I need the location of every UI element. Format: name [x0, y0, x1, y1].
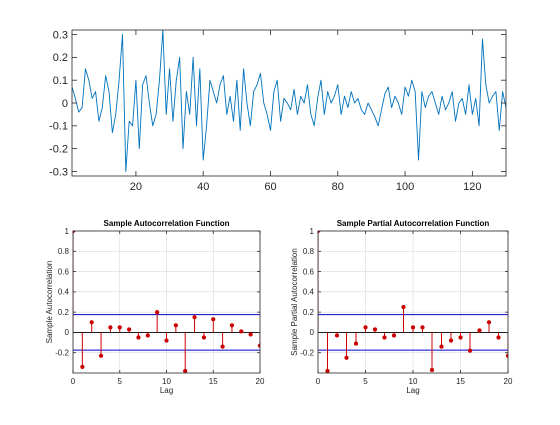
x-tick-label: 100 [396, 181, 414, 193]
stem-marker [192, 315, 197, 320]
y-tick-label: 0 [62, 98, 68, 110]
chart-panel-2: 0 5 10 15 20 -0.2 0 0.2 0.4 0.6 0.8 1 Sample Autocor… [45, 219, 265, 395]
x-tick-label: 60 [264, 181, 276, 193]
stem-marker [145, 333, 150, 338]
stem-marker [257, 343, 260, 348]
y-tick-label: -0.2 [300, 349, 314, 358]
y-tick-label: -0.1 [49, 121, 68, 133]
y-tick-label: 0.6 [58, 267, 70, 276]
x-tick-label: 20 [256, 377, 265, 386]
stem-marker [477, 328, 482, 333]
stem-marker [334, 333, 340, 338]
stem-marker [201, 335, 207, 340]
y-tick-label: -0.2 [49, 143, 68, 155]
x-axis-label: Lag [160, 386, 173, 395]
stem-marker [248, 332, 253, 337]
y-tick-label: 0 [310, 328, 315, 337]
stem-marker [155, 309, 160, 315]
x-axis-label: Lag [406, 386, 419, 395]
x-tick-label: 10 [162, 377, 171, 386]
y-axis-label: Sample Partial Autocorrelation [290, 248, 299, 356]
data-layer [73, 231, 260, 373]
stem-marker [164, 338, 169, 343]
data-layer [72, 30, 506, 172]
stem-marker [401, 304, 406, 310]
y-tick-label: 0.2 [58, 308, 70, 317]
stem-marker [173, 323, 179, 328]
stem-marker [410, 325, 416, 330]
stem-marker [363, 325, 368, 330]
y-tick-label: 0.6 [303, 267, 315, 276]
stem-marker [458, 335, 463, 340]
stem-marker [220, 344, 225, 349]
stem-marker [117, 325, 122, 330]
y-tick-label: 0.2 [53, 52, 68, 64]
chart-title: Sample Partial Autocorrelation Function [337, 219, 490, 228]
y-tick-label: 1 [310, 227, 315, 236]
stem-marker [344, 355, 349, 360]
x-tick-label: 5 [363, 377, 368, 386]
x-tick-label: 10 [409, 377, 418, 386]
y-tick-label: -0.3 [49, 166, 68, 178]
y-tick-label: 0.8 [303, 247, 315, 256]
stem-marker [372, 327, 378, 332]
y-tick-label: 0.3 [53, 29, 68, 41]
y-tick-label: -0.2 [55, 349, 69, 358]
stem-marker [467, 348, 473, 353]
y-tick-label: 0.4 [58, 288, 70, 297]
stem-marker [229, 323, 235, 328]
stem-marker [496, 335, 501, 340]
stem-marker [108, 325, 113, 330]
chart-panel-3: 0 5 10 15 20 -0.2 0 0.2 0.4 0.6 0.8 1 Sample Partial… [290, 219, 513, 395]
stem-marker [420, 325, 425, 330]
y-tick-label: 0.2 [303, 308, 315, 317]
y-tick-label: 0 [65, 328, 70, 337]
y-tick-label: 0.4 [303, 288, 315, 297]
stem-marker [325, 368, 330, 373]
stem-marker [382, 335, 387, 340]
stem-marker [80, 364, 85, 370]
x-tick-label: 15 [456, 377, 465, 386]
x-tick-label: 5 [118, 377, 123, 386]
data-layer [318, 231, 508, 373]
x-tick-label: 0 [316, 377, 321, 386]
x-tick-label: 0 [71, 377, 76, 386]
x-tick-label: 15 [209, 377, 218, 386]
stem-marker [211, 317, 216, 322]
stem-marker [439, 344, 444, 349]
stem-marker [183, 368, 188, 373]
stem-marker [505, 353, 508, 358]
x-tick-label: 80 [332, 181, 344, 193]
stem-marker [136, 335, 141, 340]
stem-marker [239, 329, 244, 334]
y-tick-label: 0.1 [53, 75, 68, 87]
stem-marker [89, 320, 94, 325]
stem-marker [126, 327, 132, 332]
x-tick-label: 40 [197, 181, 209, 193]
stem-marker [353, 341, 359, 346]
stem-marker [98, 353, 104, 358]
x-tick-label: 20 [130, 181, 142, 193]
stem-marker [429, 367, 435, 373]
plot-area [72, 30, 506, 176]
y-tick-label: 1 [65, 227, 70, 236]
y-tick-label: 0.8 [58, 247, 70, 256]
stem-marker [448, 338, 454, 343]
chart-panel-1: 20 40 60 80 100 120 -0.3 -0.2 -0.1 0 0.1 0.2 0.3 [49, 29, 507, 193]
series-line [72, 30, 506, 172]
x-tick-label: 120 [463, 181, 481, 193]
x-tick-label: 20 [504, 377, 513, 386]
stem-marker [486, 320, 492, 325]
y-axis-label: Sample Autocorrelation [45, 261, 54, 344]
stem-marker [391, 333, 397, 338]
chart-title: Sample Autocorrelation Function [104, 219, 230, 228]
